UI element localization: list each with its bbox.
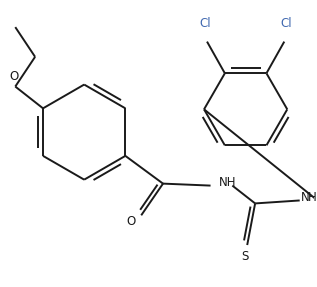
Text: O: O [10,69,19,83]
Text: Cl: Cl [281,17,292,30]
Text: O: O [127,215,136,228]
Text: Cl: Cl [199,17,211,30]
Text: NH: NH [218,176,236,189]
Text: N: N [301,191,309,204]
Text: H: H [307,191,316,204]
Text: S: S [242,251,249,263]
